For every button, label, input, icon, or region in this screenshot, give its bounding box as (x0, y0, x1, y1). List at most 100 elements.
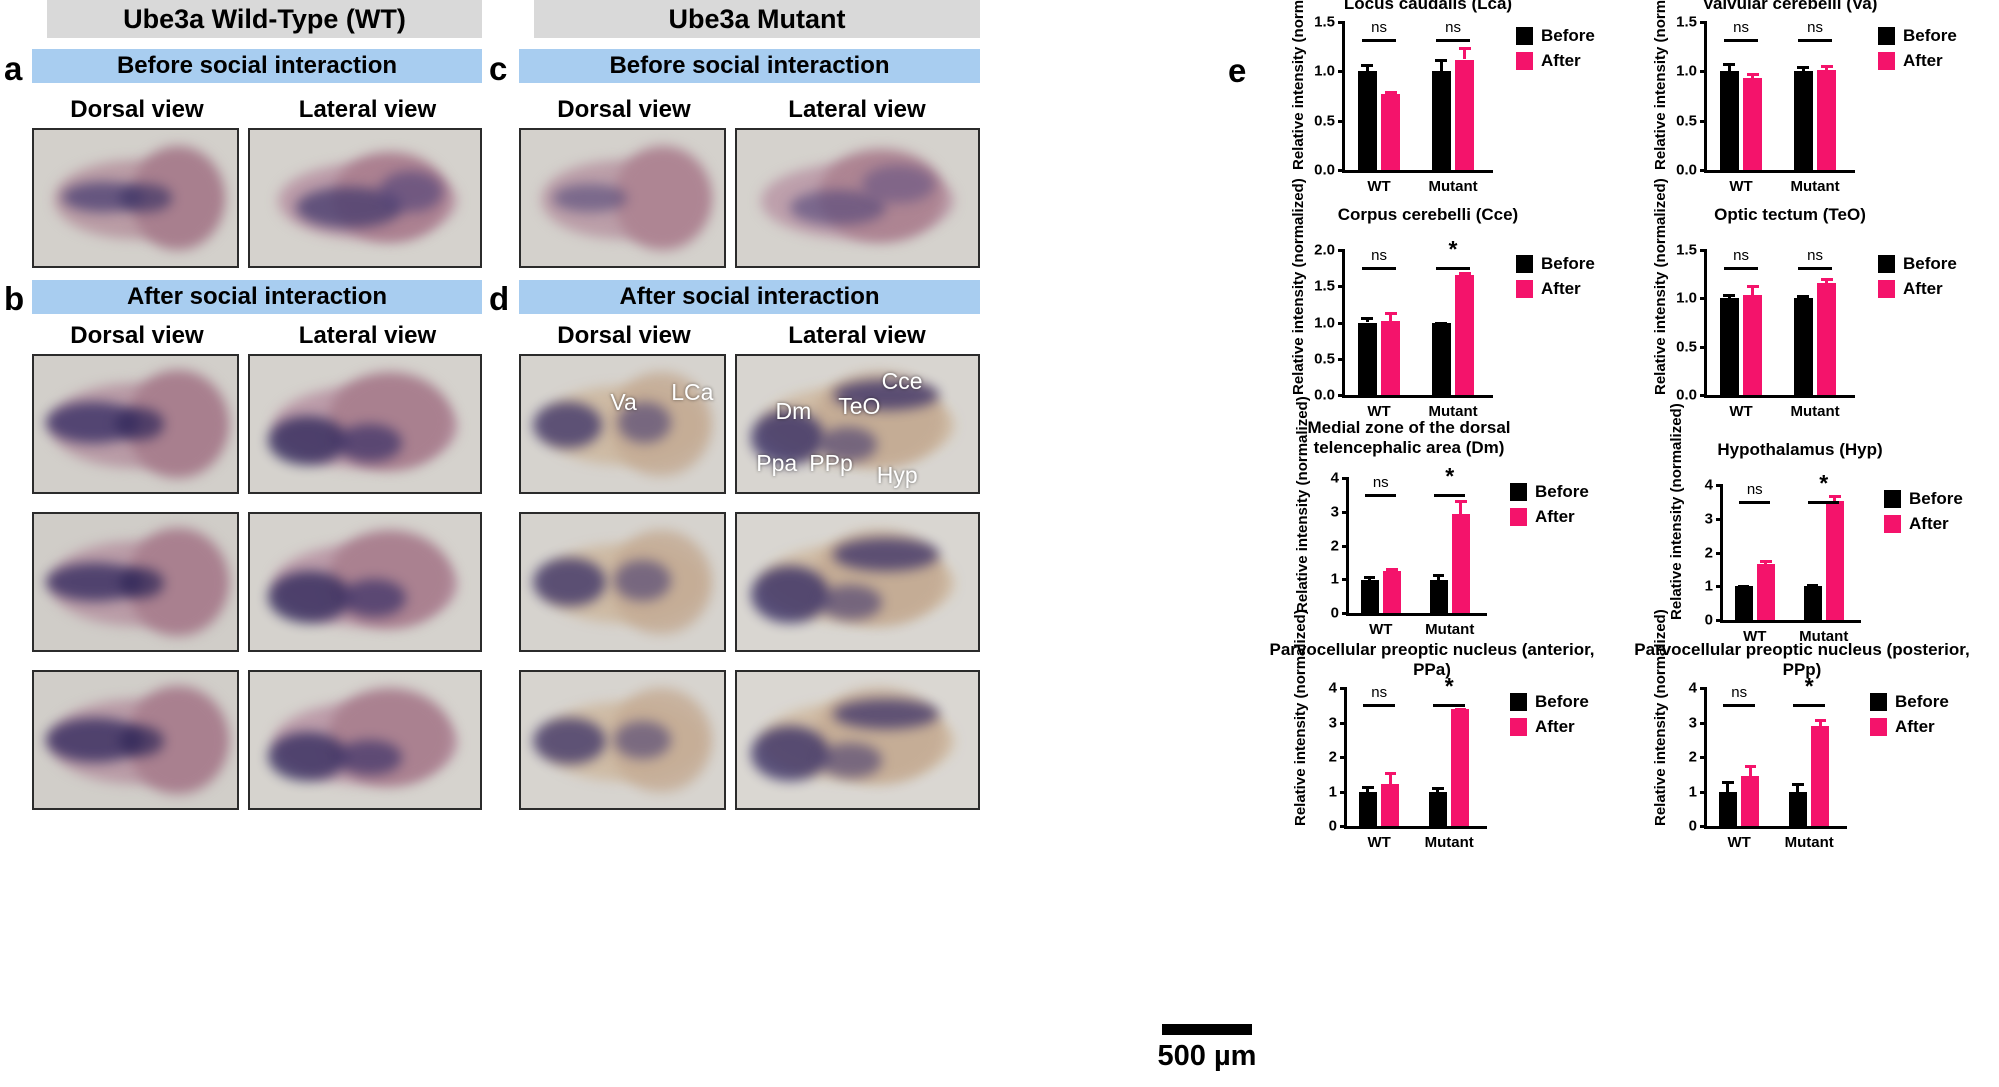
legend-swatch-before-icon (1510, 483, 1527, 501)
legend-label-after: After (1535, 507, 1575, 526)
chart-teo: Optic tectum (TeO) Relative intensity (no… (1640, 178, 1957, 420)
bar-lca-wt-before (1357, 71, 1377, 170)
legend-item-ppp-before: Before (1870, 692, 1949, 712)
x-tick-label-cce-mutant: Mutant (1428, 403, 1478, 420)
chart-cce: Corpus cerebelli (Cce) Relative intensity… (1278, 178, 1595, 420)
legend-swatch-after-icon (1878, 280, 1895, 298)
significance-line-lca-mutant (1436, 39, 1470, 43)
chart-legend-va: Before After (1878, 26, 1957, 76)
y-tick-lca-1 (1338, 119, 1345, 123)
panel-letter-d: d (489, 280, 510, 317)
chart-ppa: Parvocellular preoptic nucleus (anterior… (1262, 609, 1602, 855)
y-tick-ppp-1 (1700, 790, 1707, 794)
legend-label-before: Before (1909, 489, 1963, 508)
bar-ppa-wt-after (1381, 783, 1400, 826)
brain-image-d-dorsal-2 (519, 512, 726, 652)
legend-item-ppa-after: After (1510, 717, 1589, 737)
chart-title-ppp: Parvocellular preoptic nucleus (posterio… (1634, 640, 1970, 679)
y-tick-label-lca-2: 1.0 (1314, 62, 1335, 80)
legend-item-ppp-after: After (1870, 717, 1949, 737)
error-bar-ppa-mutant-after (1454, 708, 1467, 712)
brain-label-cce: Cce (881, 368, 923, 395)
chart-plot-area-teo: 0.0 0.5 1.0 1.5 WT ns Mutant ns (1676, 242, 1855, 420)
legend-label-before: Before (1541, 254, 1595, 273)
y-tick-teo-0 (1700, 394, 1707, 397)
brain-image-b-lateral-1 (248, 354, 482, 494)
bar-va-wt-before (1719, 71, 1739, 170)
legend-label-before: Before (1535, 482, 1589, 501)
error-bar-hyp-wt-after (1760, 559, 1772, 565)
error-bar-hyp-mutant-after (1829, 495, 1841, 502)
significance-line-cce-mutant (1436, 266, 1470, 270)
chart-ylabel-teo: Relative intensity (normalized) (1652, 178, 1669, 395)
y-tick-label-dm-1: 1 (1330, 570, 1339, 588)
brain-image-b-dorsal-2 (32, 512, 239, 652)
x-tick-label-ppa-wt: WT (1367, 834, 1391, 851)
chart-ylabel-dm: Relative intensity (normalized) (1294, 396, 1311, 613)
legend-item-teo-after: After (1878, 279, 1957, 299)
legend-item-cce-after: After (1516, 279, 1595, 299)
significance-line-ppp-mutant (1793, 703, 1825, 707)
error-bar-va-mutant-after (1820, 65, 1834, 71)
legend-item-lca-after: After (1516, 51, 1595, 71)
bar-va-mutant-after (1817, 70, 1837, 170)
y-tick-ppa-1 (1340, 790, 1347, 794)
significance-label-dm-mutant: * (1445, 462, 1455, 489)
legend-swatch-after-icon (1516, 280, 1533, 298)
significance-line-ppa-wt (1363, 703, 1395, 707)
legend-label-after: After (1903, 279, 1943, 298)
legend-label-after: After (1909, 514, 1949, 533)
significance-label-lca-wt: ns (1371, 19, 1387, 37)
error-bar-ppa-wt-after (1384, 771, 1397, 784)
error-bar-ppa-wt-before (1362, 785, 1374, 793)
panel-letter-e: e (1228, 52, 1247, 89)
view-label-c-lateral: Lateral view (788, 96, 926, 123)
error-bar-ppp-mutant-after (1814, 719, 1827, 727)
y-tick-ppa-3 (1340, 721, 1347, 725)
scale-bar-label: 500 µm (1157, 1040, 1257, 1072)
y-tick-cce-4 (1338, 249, 1345, 252)
view-label-b-dorsal: Dorsal view (70, 322, 204, 349)
x-tick-label-va-mutant: Mutant (1790, 178, 1840, 195)
bar-ppa-mutant-before (1428, 792, 1448, 826)
view-label-d-dorsal: Dorsal view (557, 322, 691, 349)
error-bar-lca-mutant-before (1435, 59, 1448, 72)
significance-label-teo-wt: ns (1733, 246, 1749, 264)
legend-item-hyp-before: Before (1884, 489, 1963, 509)
chart-plot-area-cce: 0.0 0.5 1.0 1.5 2.0 WT ns Mutant * (1314, 237, 1493, 420)
brain-image-a-lateral (248, 128, 482, 268)
panel-letter-a: a (4, 50, 23, 87)
chart-va: Valvular cerebelli (Va) Relative intensit… (1640, 0, 1957, 195)
brain-image-d-lateral-2 (735, 512, 980, 652)
y-tick-label-ppp-2: 2 (1688, 748, 1697, 766)
legend-swatch-after-icon (1870, 718, 1887, 736)
legend-swatch-after-icon (1516, 52, 1533, 70)
significance-label-ppa-mutant: * (1444, 672, 1454, 699)
chart-plot-area-dm: 0 1 2 3 4 WT ns Mutant * (1331, 464, 1487, 638)
view-label-a-lateral: Lateral view (298, 96, 437, 123)
brain-image-d-dorsal-3 (519, 670, 726, 810)
significance-line-hyp-mutant (1808, 500, 1840, 504)
bar-hyp-wt-before (1734, 586, 1753, 620)
error-bar-lca-mutant-after (1458, 46, 1472, 60)
y-tick-label-ppa-1: 1 (1328, 783, 1337, 800)
y-tick-va-0 (1700, 169, 1707, 172)
significance-line-ppa-mutant (1433, 703, 1465, 707)
y-tick-dm-3 (1342, 510, 1349, 514)
significance-line-teo-mutant (1798, 266, 1832, 270)
legend-label-before: Before (1903, 254, 1957, 273)
legend-swatch-before-icon (1516, 27, 1533, 45)
brain-label-va: Va (610, 388, 637, 415)
brain-image-b-lateral-2 (248, 512, 482, 652)
legend-swatch-after-icon (1884, 515, 1901, 533)
legend-label-before: Before (1903, 26, 1957, 45)
bar-cce-mutant-before (1431, 322, 1451, 395)
bar-cce-wt-before (1357, 322, 1377, 395)
condition-header-a: Before social interaction (32, 49, 482, 83)
chart-title-cce: Corpus cerebelli (Cce) (1337, 205, 1519, 224)
x-tick-label-ppa-mutant: Mutant (1424, 834, 1474, 851)
y-tick-lca-3 (1338, 21, 1345, 24)
chart-legend-teo: Before After (1878, 254, 1957, 304)
y-tick-hyp-3 (1716, 517, 1723, 521)
y-tick-dm-0 (1342, 612, 1349, 615)
